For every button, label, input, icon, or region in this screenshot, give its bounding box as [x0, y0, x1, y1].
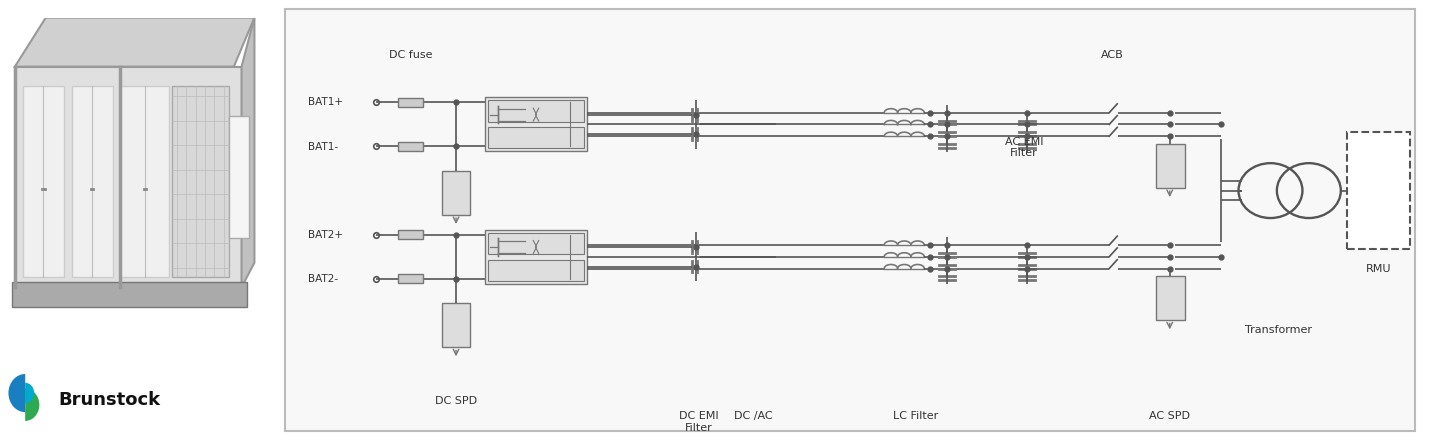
Bar [488, 233, 584, 254]
Bar [398, 230, 424, 239]
Bar [172, 86, 229, 278]
Text: DC fuse: DC fuse [389, 50, 432, 60]
Text: BAT2+: BAT2+ [308, 230, 342, 240]
Bar [398, 98, 424, 107]
Wedge shape [26, 389, 40, 421]
Text: AC EMI
Filter: AC EMI Filter [1005, 137, 1043, 158]
Text: Transformer: Transformer [1245, 325, 1312, 335]
Bar [485, 230, 587, 284]
Bar [1156, 144, 1185, 188]
Wedge shape [9, 374, 26, 412]
Bar [673, 34, 724, 406]
Bar [442, 303, 471, 348]
Bar [488, 260, 584, 281]
Bar [72, 86, 113, 278]
Bar [1278, 163, 1301, 218]
Text: BAT1-: BAT1- [308, 142, 338, 151]
Bar [1347, 132, 1410, 249]
Bar [488, 128, 584, 148]
Bar [1156, 276, 1185, 320]
Text: Brunstock: Brunstock [59, 392, 160, 409]
Bar [120, 86, 169, 278]
Bar [485, 98, 587, 151]
Polygon shape [14, 18, 255, 66]
Bar [873, 34, 959, 406]
Text: DC SPD: DC SPD [435, 396, 477, 406]
Bar [488, 100, 584, 121]
Text: BAT2-: BAT2- [308, 274, 338, 284]
Text: RMU: RMU [1365, 264, 1391, 274]
Text: BAT1+: BAT1+ [308, 97, 342, 107]
Bar [999, 34, 1050, 406]
Bar [14, 66, 242, 287]
Text: AC SPD: AC SPD [1149, 411, 1191, 421]
Text: DC EMI
Filter: DC EMI Filter [678, 411, 718, 433]
Text: DC /AC: DC /AC [734, 411, 773, 421]
Bar [229, 116, 249, 238]
Bar [13, 282, 246, 307]
Bar [398, 142, 424, 151]
Text: LC Filter: LC Filter [893, 411, 939, 421]
Wedge shape [26, 383, 34, 403]
Bar [442, 171, 471, 215]
Text: ACB: ACB [1102, 50, 1123, 60]
Bar [730, 34, 776, 406]
Polygon shape [242, 18, 255, 287]
Bar [398, 275, 424, 283]
Bar [23, 86, 64, 278]
